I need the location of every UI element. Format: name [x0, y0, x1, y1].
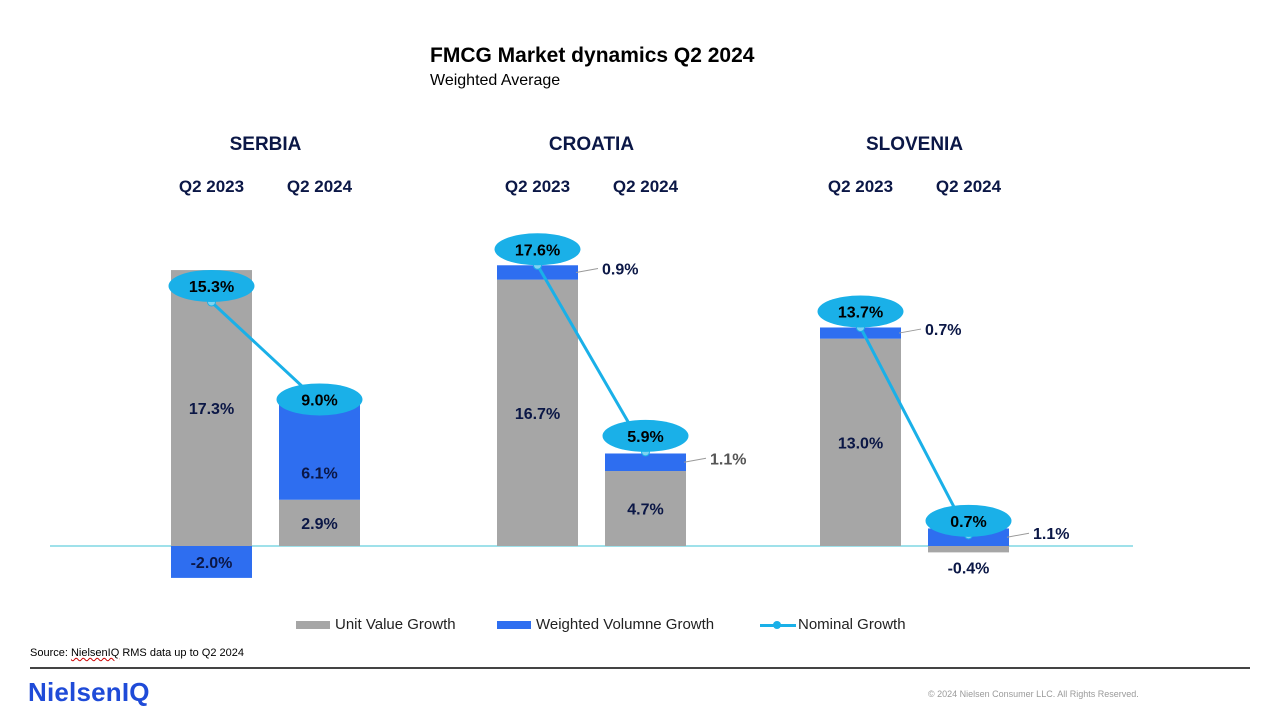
data-label-unit-value-croatia-0: 16.7%	[515, 406, 560, 423]
bar-unit-value-croatia-0	[497, 279, 578, 546]
data-label-nominal-croatia-1: 5.9%	[627, 429, 663, 446]
nominal-bubble-serbia-1	[276, 383, 363, 416]
country-label-slovenia: SLOVENIA	[866, 134, 963, 155]
nominal-line-croatia	[536, 264, 647, 453]
bar-weighted-volume-serbia-0	[171, 546, 252, 578]
bar-weighted-volume-slovenia-0	[820, 327, 901, 339]
period-label-slovenia-1: Q2 2024	[936, 177, 1002, 196]
country-label-serbia: SERBIA	[230, 134, 302, 155]
legend-label-nominal: Nominal Growth	[798, 616, 906, 633]
legend-swatch-nominal	[760, 619, 796, 631]
data-label-nominal-serbia-0: 15.3%	[189, 279, 234, 296]
data-label-nominal-slovenia-1: 0.7%	[950, 514, 986, 531]
source-prefix: Source:	[30, 647, 71, 659]
data-label-nominal-slovenia-0: 13.7%	[838, 304, 883, 321]
legend-item-unit-value: Unit Value Growth	[296, 616, 456, 633]
legend-item-nominal: Nominal Growth	[760, 616, 906, 633]
bar-weighted-volume-croatia-0	[497, 265, 578, 280]
nominal-bubble-slovenia-1	[925, 504, 1012, 537]
leader-line-slovenia-1	[1006, 532, 1030, 538]
data-label-weighted-volume-slovenia-0: 0.7%	[925, 322, 961, 339]
leader-line-slovenia-0	[898, 328, 922, 334]
copyright-text: © 2024 Nielsen Consumer LLC. All Rights …	[928, 689, 1139, 699]
legend-label-unit-value: Unit Value Growth	[335, 616, 456, 633]
data-label-nominal-croatia-0: 17.6%	[515, 242, 560, 259]
chart-legend: Unit Value Growth Weighted Volumne Growt…	[0, 614, 1280, 638]
nominal-line-slovenia	[859, 326, 970, 536]
leader-line-croatia-0	[575, 267, 599, 273]
nominal-bubble-serbia-0	[168, 269, 255, 302]
bar-unit-value-serbia-1	[279, 499, 360, 546]
source-note: Source: NielsenIQ RMS data up to Q2 2024	[30, 647, 244, 659]
data-label-unit-value-serbia-0: 17.3%	[189, 401, 234, 418]
bar-weighted-volume-croatia-1	[605, 453, 686, 472]
nominal-bubble-croatia-1	[602, 419, 689, 452]
data-label-nominal-serbia-1: 9.0%	[301, 392, 337, 409]
bar-unit-value-croatia-1	[605, 471, 686, 546]
country-label-croatia: CROATIA	[549, 134, 634, 155]
data-label-unit-value-serbia-1: 2.9%	[301, 516, 337, 533]
data-label-weighted-volume-slovenia-1: 1.1%	[1033, 526, 1069, 543]
period-label-serbia-1: Q2 2024	[287, 177, 353, 196]
bar-weighted-volume-serbia-1	[279, 402, 360, 500]
nominal-bubble-slovenia-0	[817, 295, 904, 328]
legend-item-weighted-volume: Weighted Volumne Growth	[497, 616, 714, 633]
data-label-unit-value-croatia-1: 4.7%	[627, 502, 663, 519]
nominal-bubble-croatia-0	[494, 233, 581, 266]
data-label-weighted-volume-croatia-0: 0.9%	[602, 261, 638, 278]
bar-unit-value-slovenia-0	[820, 338, 901, 546]
chart-subtitle: Weighted Average	[430, 72, 561, 89]
footer-divider	[30, 667, 1250, 669]
bar-unit-value-slovenia-1	[928, 546, 1009, 553]
data-label-unit-value-slovenia-0: 13.0%	[838, 435, 883, 452]
period-label-croatia-0: Q2 2023	[505, 177, 570, 196]
source-suffix: RMS data up to Q2 2024	[119, 647, 245, 659]
data-label-weighted-volume-serbia-0: -2.0%	[191, 555, 233, 572]
data-label-weighted-volume-croatia-1: 1.1%	[710, 451, 746, 468]
brand-logo: NielsenIQ	[28, 677, 150, 707]
period-label-slovenia-0: Q2 2023	[828, 177, 893, 196]
chart-title: FMCG Market dynamics Q2 2024	[430, 44, 755, 67]
legend-swatch-weighted-volume	[497, 620, 531, 629]
data-label-weighted-volume-serbia-1: 6.1%	[301, 466, 337, 483]
source-link[interactable]: NielsenIQ	[70, 647, 120, 659]
bar-unit-value-serbia-0	[171, 270, 252, 546]
leader-line-croatia-1	[683, 457, 707, 463]
legend-swatch-unit-value	[296, 620, 330, 629]
data-label-unit-value-slovenia-1: -0.4%	[948, 560, 990, 577]
period-label-serbia-0: Q2 2023	[179, 177, 244, 196]
period-label-croatia-1: Q2 2024	[613, 177, 679, 196]
legend-label-weighted-volume: Weighted Volumne Growth	[536, 616, 715, 633]
